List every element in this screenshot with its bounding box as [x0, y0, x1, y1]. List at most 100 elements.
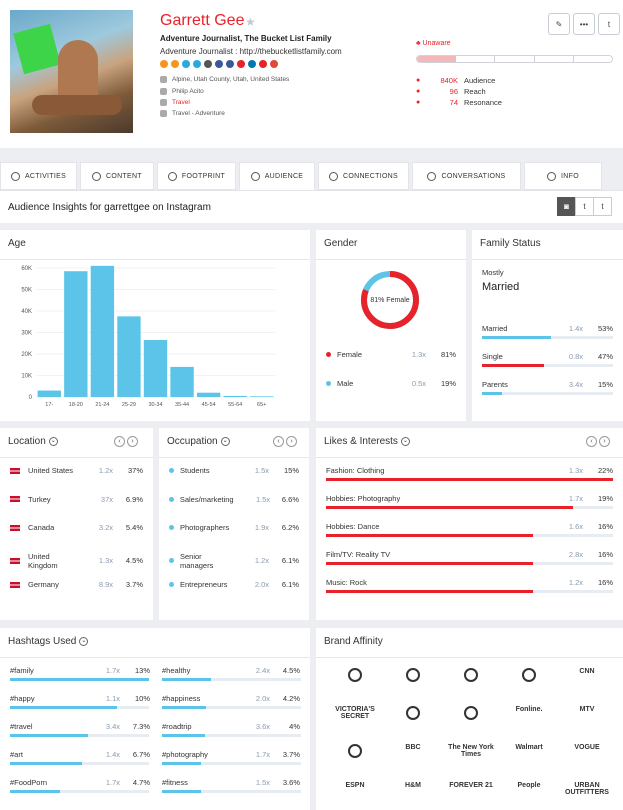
age-panel: Age 0 10K 20K 30K 40K 50K 60K 17- 18-20 21-24 25-2… [0, 230, 310, 421]
brand-mcdonalds-logo[interactable] [388, 706, 438, 720]
youtube-icon[interactable] [237, 60, 245, 68]
twitter-icon[interactable] [182, 60, 190, 68]
brand-item[interactable]: Fonline. [515, 706, 543, 713]
brand-item[interactable]: CNN [579, 668, 595, 675]
googleplus-icon[interactable] [270, 60, 278, 68]
twitter-network-button[interactable]: t [575, 197, 594, 216]
occupation-row: Sales/marketing 1.5x 6.6% [169, 495, 299, 504]
tab-conversations[interactable]: CONVERSATIONS [412, 162, 521, 190]
row-bar [326, 562, 613, 565]
brand-chanel-logo[interactable] [330, 744, 380, 758]
bullet-dot [169, 582, 174, 587]
hashtag-row: #FoodPorn 1.7x 4.7% [10, 778, 150, 787]
row-percent: 15% [597, 380, 613, 389]
location-pager: ‹ › [114, 436, 138, 447]
pinterest-icon[interactable] [259, 60, 267, 68]
tab-label: CONVERSATIONS [441, 172, 506, 180]
row-bar [10, 734, 149, 737]
tumblr-icon[interactable] [193, 60, 201, 68]
chevron-down-icon[interactable]: ⌄ [79, 636, 89, 646]
y-tick-label: 50K [21, 288, 32, 294]
tab-bar: ACTIVITIES CONTENT FOOTPRINT AUDIENCE CONNEC… [0, 162, 623, 190]
instagram-icon[interactable] [204, 60, 212, 68]
row-multiplier: 1.7x [255, 750, 270, 759]
profile-avatar [10, 10, 133, 133]
row-multiplier: 1.7x [105, 666, 120, 675]
row-percent: 22% [597, 466, 613, 475]
prev-icon[interactable]: ‹ [586, 436, 597, 447]
us-flag-icon [10, 467, 20, 474]
row-percent: 3.7% [125, 580, 143, 589]
brand-disney-logo[interactable] [446, 668, 496, 682]
row-bar-fill [162, 762, 201, 765]
location-row: Germany 8.9x 3.7% [10, 580, 143, 589]
brand-item[interactable]: VOGUE [574, 744, 600, 751]
x-tick-label: 18-20 [69, 402, 83, 408]
facebook-alt-icon[interactable] [226, 60, 234, 68]
next-icon[interactable]: › [127, 436, 138, 447]
prev-icon[interactable]: ‹ [273, 436, 284, 447]
tab-activities[interactable]: ACTIVITIES [0, 162, 77, 190]
chevron-down-icon[interactable]: ⌄ [220, 436, 230, 446]
next-icon[interactable]: › [599, 436, 610, 447]
row-label: #travel [10, 722, 33, 731]
brand-item[interactable]: People [517, 782, 541, 789]
row-label: United States [28, 466, 74, 475]
tab-content[interactable]: CONTENT [80, 162, 154, 190]
tab-audience[interactable]: AUDIENCE [239, 162, 315, 190]
occupation-pager: ‹ › [273, 436, 297, 447]
favorite-star-icon[interactable]: ★ [245, 15, 256, 29]
stat-value: 840K [440, 76, 458, 85]
row-percent: 6.1% [281, 556, 299, 565]
row-percent: 4.2% [282, 694, 300, 703]
brand-item[interactable]: MTV [579, 706, 595, 713]
brand-nike-logo[interactable] [388, 668, 438, 682]
category-meta[interactable]: Travel [160, 99, 190, 106]
likes-row: Music: Rock 1.2x 16% [326, 578, 613, 587]
brand-target-logo[interactable] [446, 706, 496, 720]
chevron-down-icon[interactable]: ⌄ [400, 436, 410, 446]
tab-footprint[interactable]: FOOTPRINT [157, 162, 236, 190]
row-multiplier: 1.5x [254, 466, 269, 475]
brand-item[interactable]: H&M [405, 782, 421, 789]
brand-item[interactable]: BBC [405, 744, 421, 751]
prev-icon[interactable]: ‹ [114, 436, 125, 447]
age-bar-21-24 [90, 265, 115, 397]
x-tick-label: 21-24 [95, 402, 109, 408]
family-panel: Family Status Mostly Married Married 1.4x… [472, 230, 623, 421]
age-bar-45-54 [196, 392, 221, 397]
blog-icon[interactable] [171, 60, 179, 68]
brand-item[interactable]: The New York Times [448, 744, 494, 758]
brand-starbucks-logo[interactable] [330, 668, 380, 682]
tab-info[interactable]: INFO [524, 162, 602, 190]
ca-flag-icon [10, 524, 20, 531]
brand-national-geographic-logo[interactable] [504, 668, 554, 682]
disney-logo [464, 668, 478, 682]
occupation-row: Entrepreneurs 2.0x 6.1% [169, 580, 299, 589]
more-button[interactable]: ••• [573, 13, 595, 35]
twitter-network-button-2[interactable]: t [593, 197, 612, 216]
brand-item[interactable]: URBAN OUTFITTERS [565, 782, 609, 796]
brand-item[interactable]: FOREVER 21 [449, 782, 493, 789]
brand-item[interactable]: VICTORIA'S SECRET [335, 706, 375, 720]
row-percent: 16% [597, 578, 613, 587]
row-multiplier: 3.6x [255, 722, 270, 731]
facebook-icon[interactable] [215, 60, 223, 68]
linkedin-icon[interactable] [248, 60, 256, 68]
eye-icon [250, 171, 260, 181]
hashtag-row: #fitness 1.5x 3.6% [162, 778, 300, 787]
twitter-button[interactable]: t [598, 13, 620, 35]
next-icon[interactable]: › [286, 436, 297, 447]
tab-connections[interactable]: CONNECTIONS [318, 162, 409, 190]
row-bar [10, 678, 149, 681]
instagram-network-button[interactable]: ◙ [557, 197, 576, 216]
brand-item[interactable]: ESPN [345, 782, 365, 789]
y-tick-label: 10K [21, 374, 32, 380]
manager-meta: Philip Acito [160, 88, 204, 95]
awareness-bar [416, 55, 613, 63]
edit-button[interactable]: ✎ [548, 13, 570, 35]
rss-icon[interactable] [160, 60, 168, 68]
brand-item[interactable]: Walmart [515, 744, 543, 751]
chevron-down-icon[interactable]: ⌄ [48, 436, 58, 446]
age-bar-65+ [250, 396, 274, 397]
